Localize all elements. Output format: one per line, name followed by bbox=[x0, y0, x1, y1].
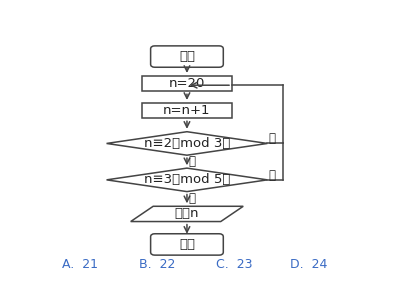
FancyBboxPatch shape bbox=[151, 46, 223, 67]
Text: B.  22: B. 22 bbox=[139, 258, 175, 271]
Text: n≡2（mod 3）: n≡2（mod 3） bbox=[144, 137, 230, 150]
Bar bbox=[142, 103, 232, 118]
Text: 否: 否 bbox=[269, 132, 276, 145]
Text: 输出n: 输出n bbox=[175, 207, 199, 221]
Text: 否: 否 bbox=[269, 169, 276, 182]
Text: A.  21: A. 21 bbox=[61, 258, 98, 271]
Text: n≡3（mod 5）: n≡3（mod 5） bbox=[144, 173, 230, 186]
Polygon shape bbox=[107, 168, 267, 192]
Text: 结束: 结束 bbox=[179, 238, 195, 251]
Polygon shape bbox=[107, 132, 267, 155]
Text: 开始: 开始 bbox=[179, 50, 195, 63]
Polygon shape bbox=[131, 206, 243, 221]
Text: n=n+1: n=n+1 bbox=[163, 104, 211, 117]
Bar bbox=[142, 76, 232, 91]
Text: D.  24: D. 24 bbox=[290, 258, 327, 271]
Text: n=20: n=20 bbox=[169, 77, 205, 90]
Text: 是: 是 bbox=[188, 192, 195, 205]
Text: C.  23: C. 23 bbox=[216, 258, 252, 271]
Text: 是: 是 bbox=[188, 155, 195, 168]
FancyBboxPatch shape bbox=[151, 234, 223, 255]
